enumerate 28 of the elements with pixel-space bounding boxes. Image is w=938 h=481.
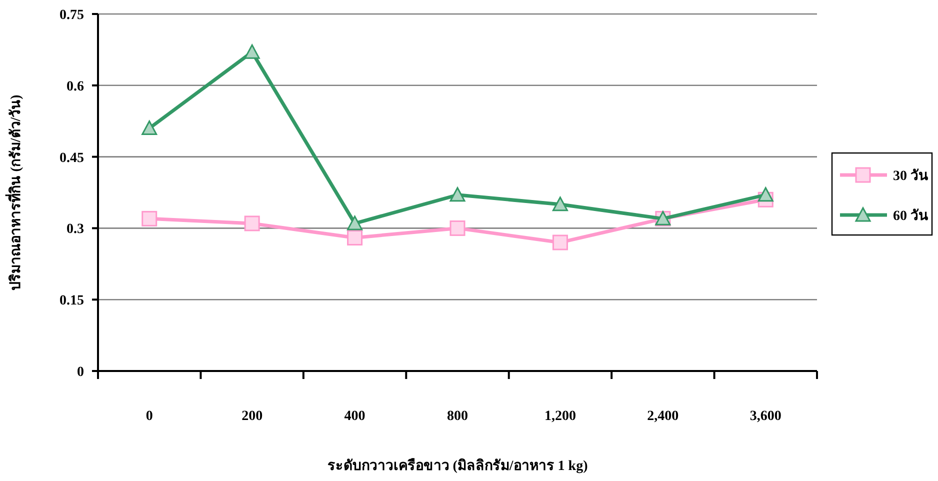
point <box>450 220 466 236</box>
point <box>552 234 568 250</box>
x-tick-label: 800 <box>447 409 468 424</box>
y-tick-label: 0.6 <box>66 79 84 94</box>
point <box>244 44 260 59</box>
y-tick-label: 0.15 <box>60 294 84 309</box>
x-tick-label: 200 <box>242 409 263 424</box>
legend-label: 60 วัน <box>893 208 928 224</box>
point <box>347 216 363 230</box>
x-tick-label: 3,600 <box>750 409 782 424</box>
point <box>450 187 466 202</box>
x-tick-label: 0 <box>146 409 153 424</box>
y-axis-title: ปริมาณอาหารที่กิน (กรัม/ตัว/วัน) <box>5 94 24 290</box>
legend-label: 30 วัน <box>893 168 928 184</box>
x-tick-label: 1,200 <box>544 409 576 424</box>
x-tick-label: 2,400 <box>647 409 679 424</box>
x-axis-title: ระดับกวาวเครือขาว (มิลลิกรัม/อาหาร 1 kg) <box>327 458 588 474</box>
point <box>552 196 568 212</box>
y-tick-label: 0.3 <box>66 222 84 238</box>
point <box>142 120 158 135</box>
point <box>758 187 774 202</box>
point <box>244 216 260 232</box>
x-tick-label: 400 <box>344 409 366 424</box>
y-tick-label: 0.45 <box>60 150 84 166</box>
point <box>347 230 363 246</box>
point <box>142 210 158 226</box>
y-tick-label: 0.75 <box>60 8 84 23</box>
y-tick-label: 0 <box>77 365 84 380</box>
